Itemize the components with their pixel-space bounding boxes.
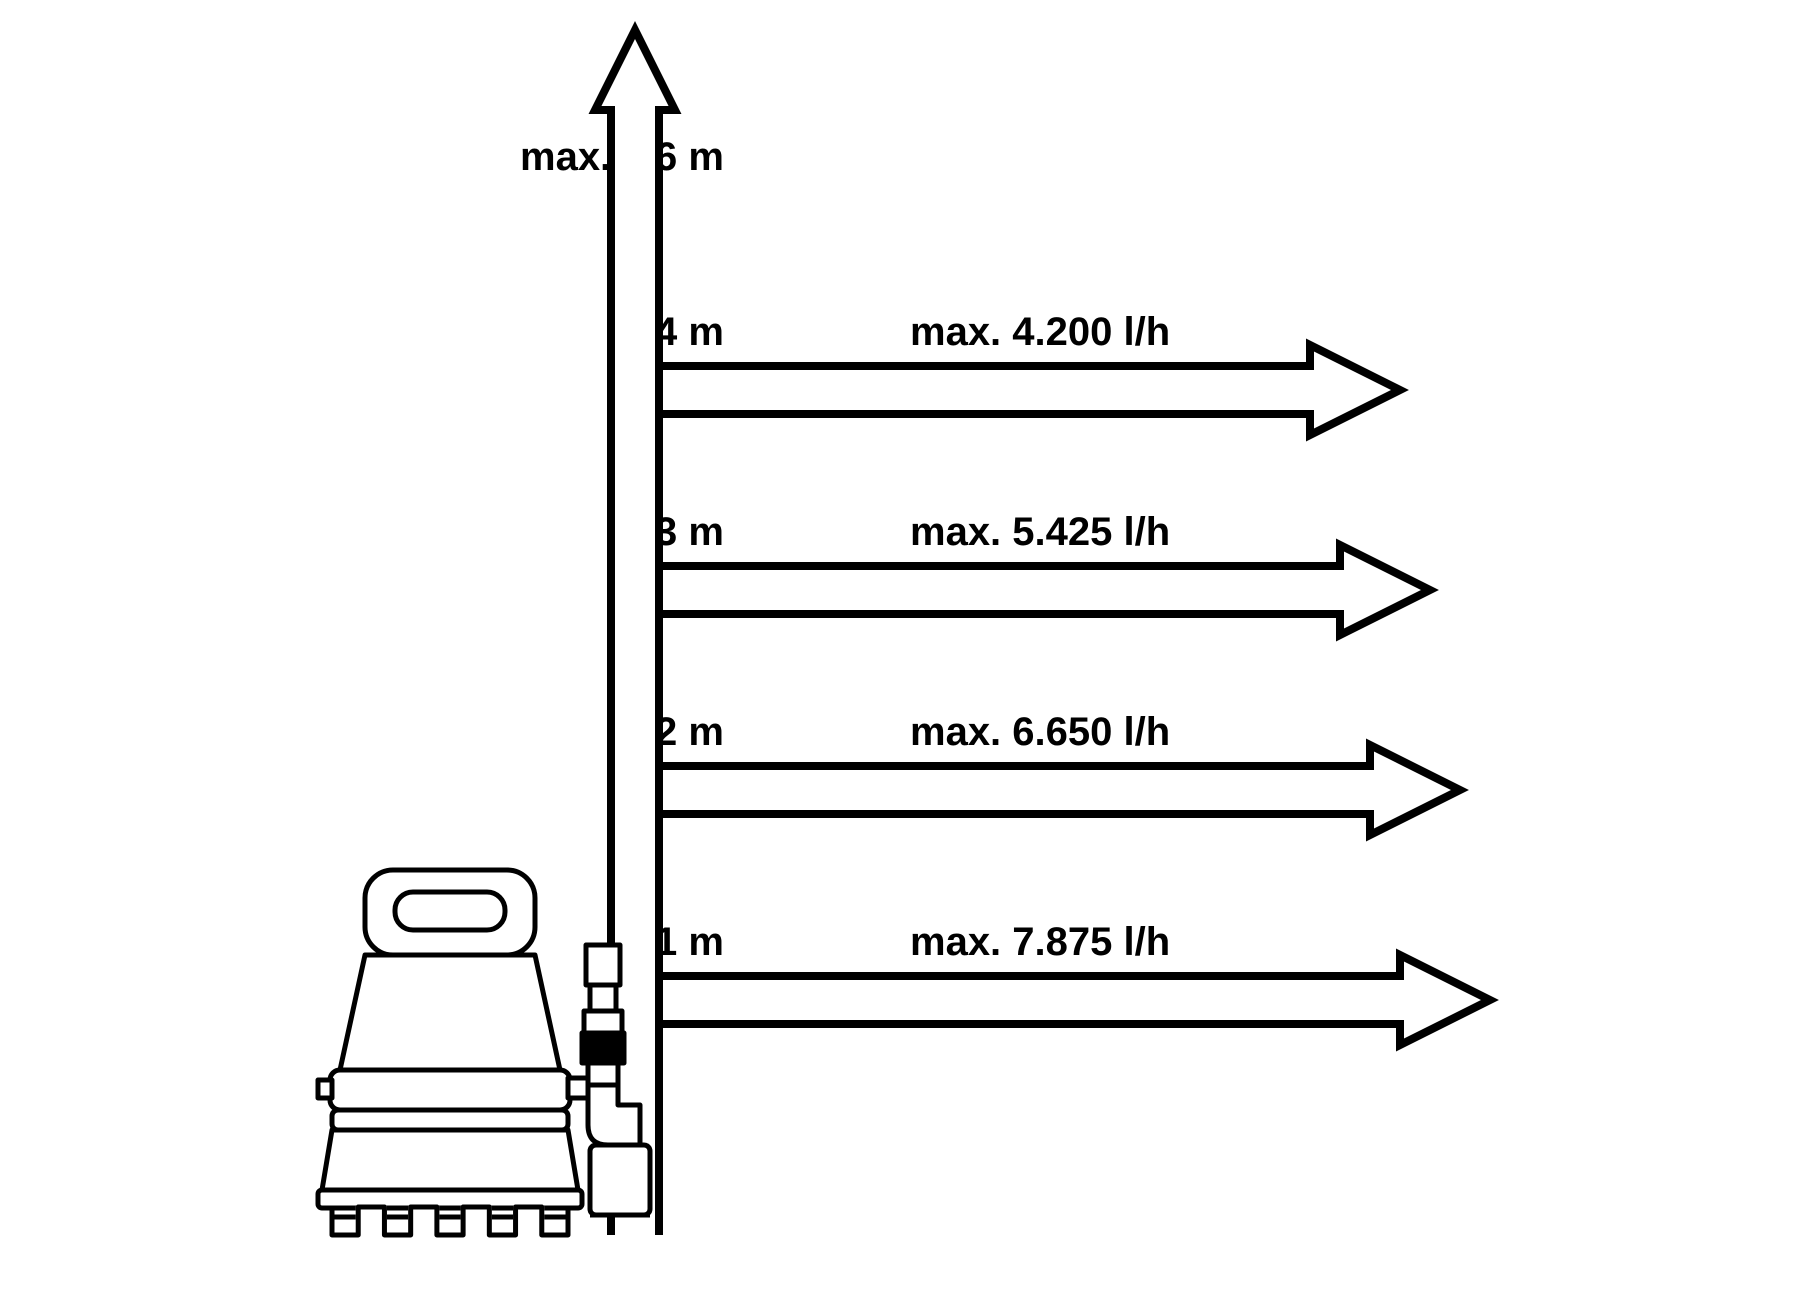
pump-icon (318, 870, 650, 1237)
height-label-0: 4 m (655, 310, 724, 355)
flow-label-0: max. 4.200 l/h (910, 310, 1170, 355)
height-label-3: 1 m (655, 920, 724, 965)
flow-label-3: max. 7.875 l/h (910, 920, 1170, 965)
height-label-2: 2 m (655, 710, 724, 755)
height-label-1: 3 m (655, 510, 724, 555)
vaxis-label-value: 6 m (655, 135, 724, 180)
flow-label-1: max. 5.425 l/h (910, 510, 1170, 555)
flow-label-2: max. 6.650 l/h (910, 710, 1170, 755)
vaxis-label-prefix: max. (520, 135, 611, 180)
